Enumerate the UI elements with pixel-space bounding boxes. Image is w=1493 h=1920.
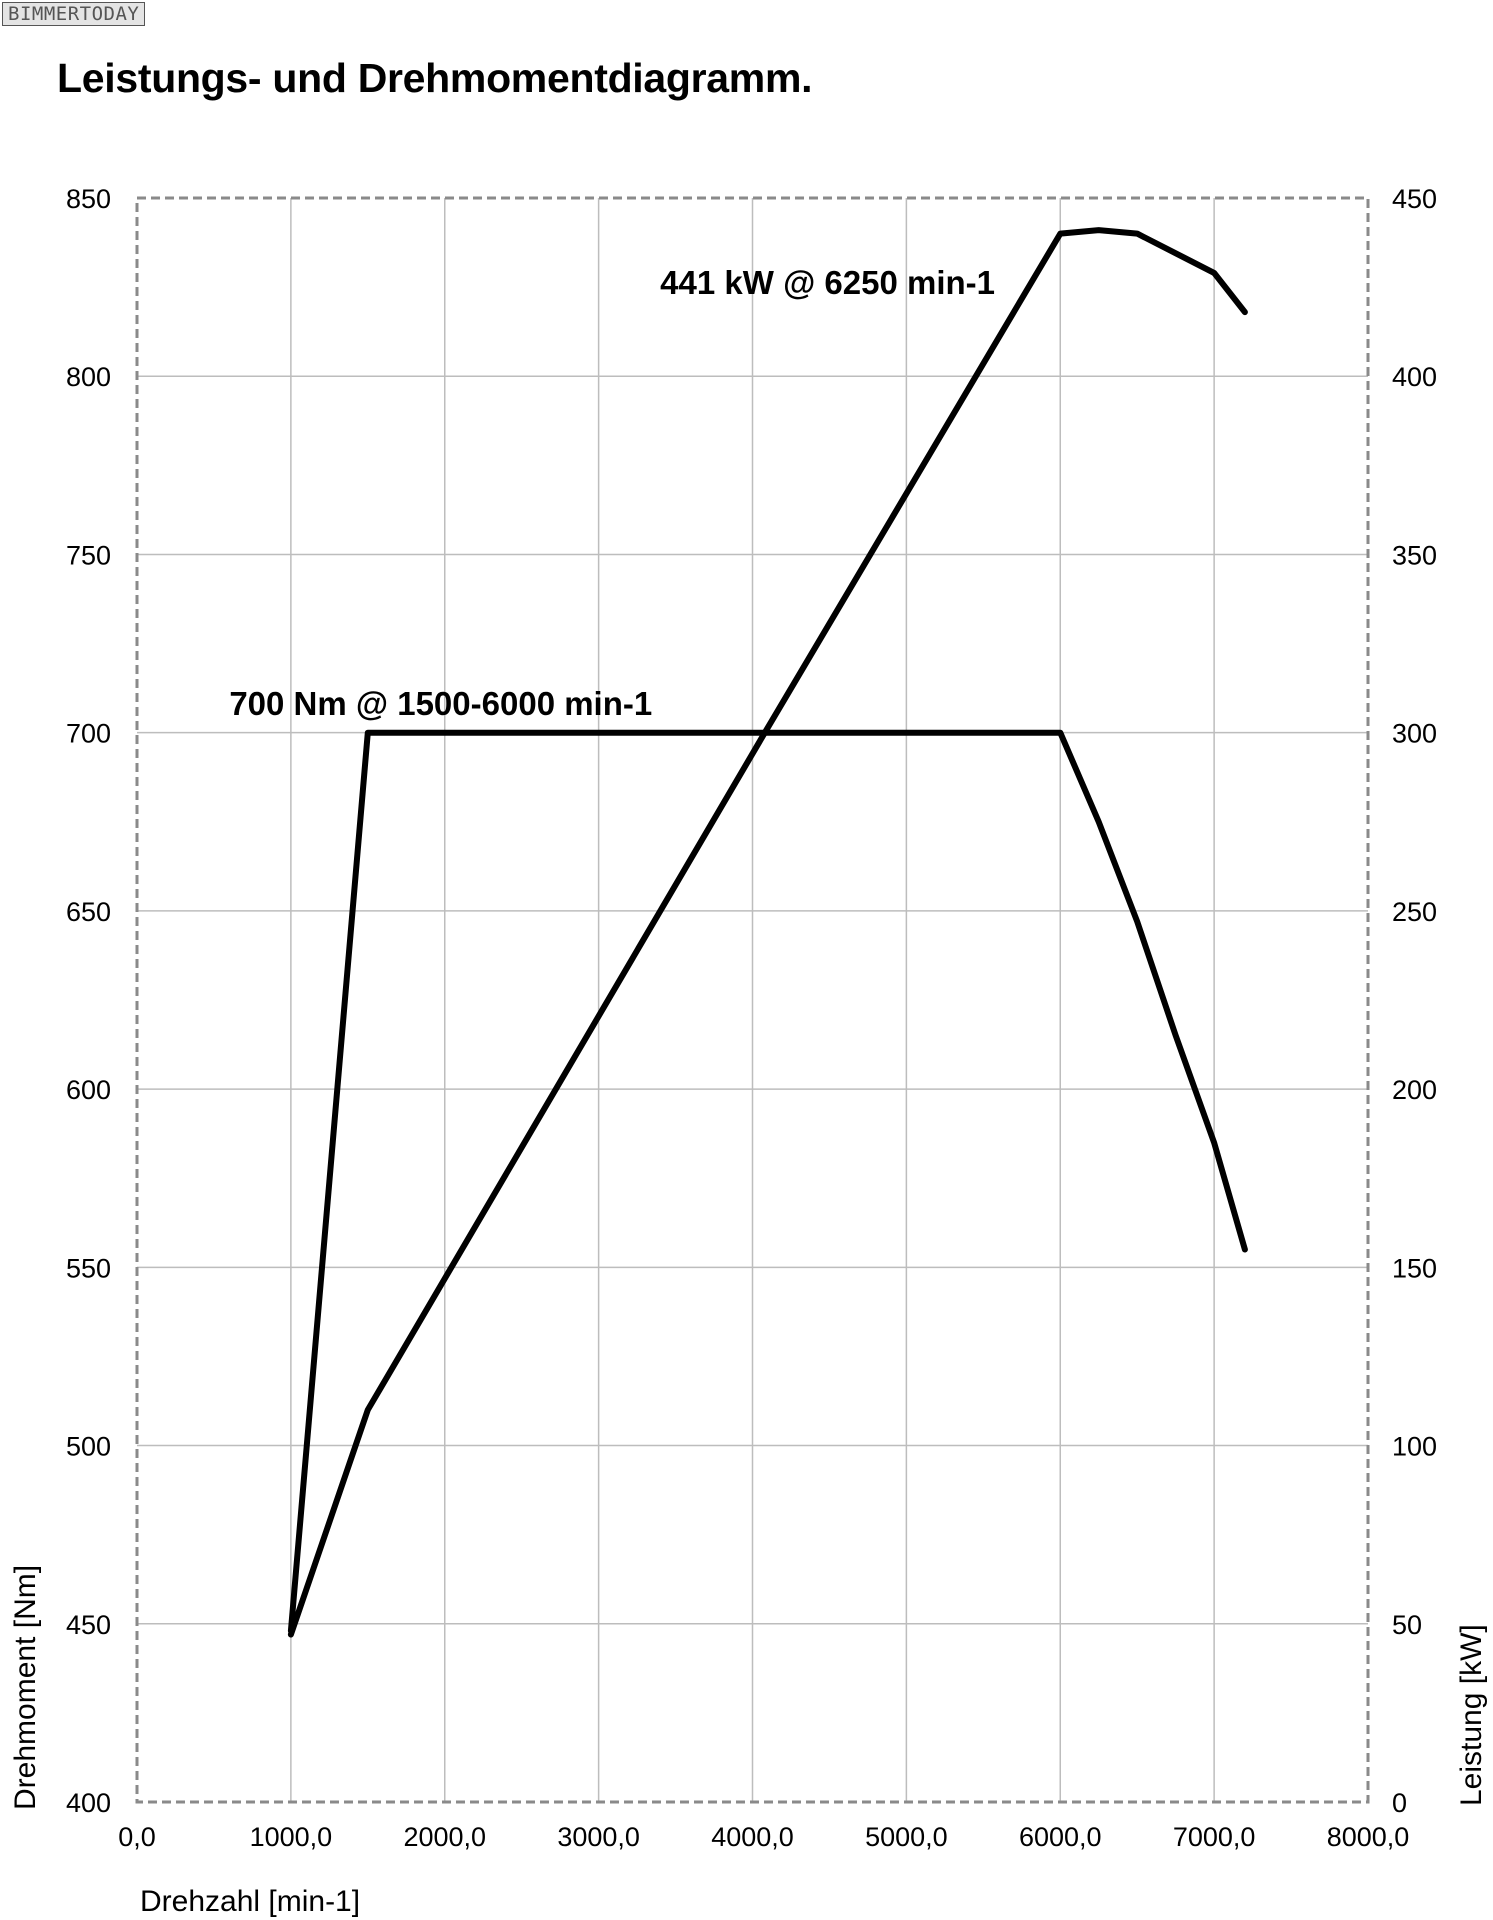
y-left-tick-label: 550 — [66, 1253, 111, 1283]
x-tick-label: 4000,0 — [711, 1822, 794, 1852]
x-tick-label: 5000,0 — [865, 1822, 948, 1852]
y-right-tick-label: 350 — [1392, 540, 1437, 570]
y-right-tick-label: 50 — [1392, 1610, 1422, 1640]
plot-frame — [135, 196, 1370, 1804]
peak-annotation: 441 kW @ 6250 min-1 — [660, 264, 995, 301]
y-left-tick-label: 500 — [66, 1432, 111, 1462]
x-tick-label: 1000,0 — [250, 1822, 333, 1852]
peak-annotation: 700 Nm @ 1500-6000 min-1 — [229, 685, 652, 722]
y-left-tick-label: 450 — [66, 1610, 111, 1640]
y-axis-label-right: Leistung [kW] — [1455, 1624, 1488, 1806]
y-right-tick-label: 150 — [1392, 1253, 1437, 1283]
tick-labels: 0,0 1000,0 2000,0 3000,0 4000,0 5000,0 6000,0 7… — [66, 184, 1437, 1852]
watermark-logo: BIMMERTODAY — [2, 2, 146, 26]
y-right-tick-label: 0 — [1392, 1788, 1407, 1818]
y-right-tick-label: 300 — [1392, 719, 1437, 749]
power-curve-line — [287, 227, 1248, 1638]
x-tick-label: 3000,0 — [557, 1822, 640, 1852]
chart-title: Leistungs- und Drehmomentdiagramm. — [57, 55, 813, 101]
y-left-tick-label: 650 — [66, 897, 111, 927]
y-left-tick-label: 600 — [66, 1075, 111, 1105]
x-axis-label: Drehzahl [min-1] — [140, 1885, 360, 1918]
y-left-tick-label: 850 — [66, 184, 111, 214]
y-axis-label-left: Drehmoment [Nm] — [9, 1565, 42, 1810]
x-tick-label: 2000,0 — [403, 1822, 486, 1852]
x-tick-label: 6000,0 — [1019, 1822, 1102, 1852]
series-layer — [287, 227, 1248, 1638]
torque-curve-line — [287, 729, 1248, 1634]
y-right-tick-label: 250 — [1392, 897, 1437, 927]
y-left-tick-label: 700 — [66, 719, 111, 749]
y-right-tick-label: 400 — [1392, 362, 1437, 392]
y-right-tick-label: 450 — [1392, 184, 1437, 214]
grid-lines — [137, 198, 1368, 1802]
y-left-tick-label: 750 — [66, 540, 111, 570]
y-right-tick-label: 200 — [1392, 1075, 1437, 1105]
y-right-tick-label: 100 — [1392, 1432, 1437, 1462]
annotations-layer: 700 Nm @ 1500-6000 min-1 441 kW @ 6250 mi… — [229, 264, 995, 722]
y-left-tick-label: 800 — [66, 362, 111, 392]
x-tick-label: 8000,0 — [1327, 1822, 1410, 1852]
y-left-tick-label: 400 — [66, 1788, 111, 1818]
x-tick-label: 0,0 — [118, 1822, 156, 1852]
x-tick-label: 7000,0 — [1173, 1822, 1256, 1852]
